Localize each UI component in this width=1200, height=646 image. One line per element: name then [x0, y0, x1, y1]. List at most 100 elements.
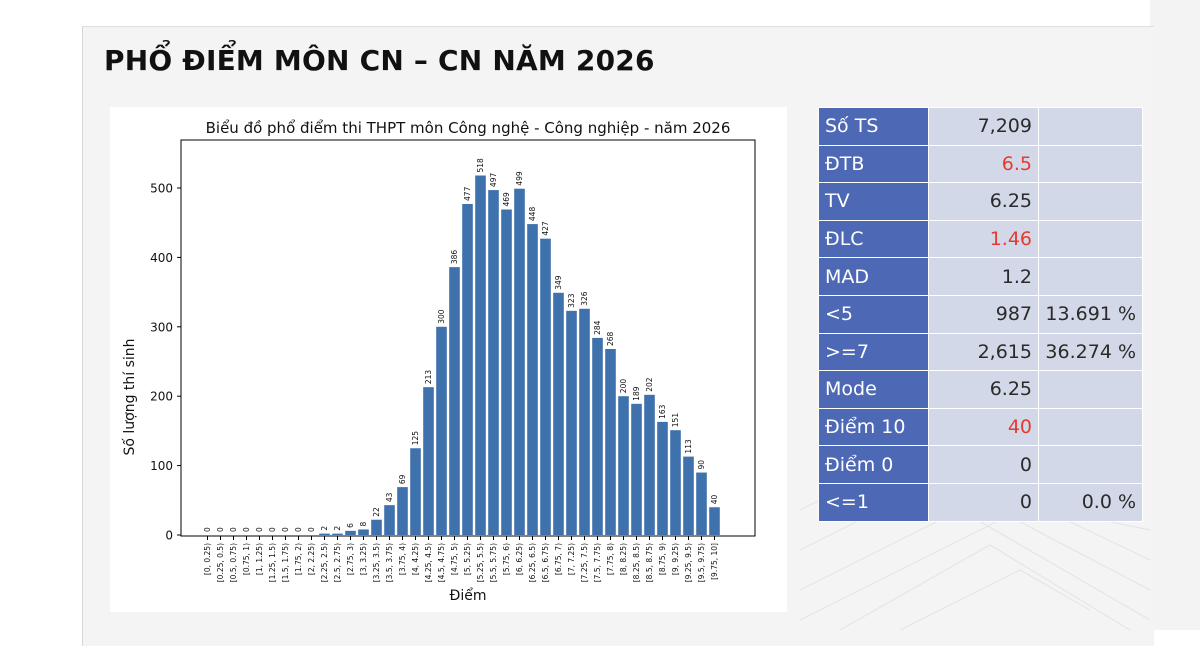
bar [566, 310, 577, 535]
x-tick-label: [7.25, 7.5) [580, 543, 589, 582]
bar-value-label: 427 [541, 221, 550, 236]
x-tick-label: [8.25, 8.5) [632, 543, 641, 582]
stat-key: Số TS [818, 107, 929, 146]
chart-title: Biểu đồ phổ điểm thi THPT môn Công nghệ … [206, 119, 731, 137]
page-title: PHỔ ĐIỂM MÔN CN – CN NĂM 2026 [104, 44, 655, 77]
bar-value-label: 2 [320, 526, 329, 531]
x-tick-label: [4.5, 4.75) [437, 543, 446, 582]
stat-percent [1038, 219, 1143, 259]
stat-key: <=1 [818, 482, 929, 522]
x-tick-label: [1, 1.25) [255, 543, 264, 575]
bar [657, 421, 668, 535]
x-tick-label: [8.75, 9) [658, 543, 667, 575]
x-tick-label: [2.25, 2.5) [320, 543, 329, 582]
stat-value: 0 [928, 445, 1039, 484]
stat-value: 0 [928, 482, 1039, 522]
x-tick-label: [1.25, 1.5) [268, 543, 277, 582]
bar [670, 430, 681, 535]
x-tick-label: [7.5, 7.75) [593, 543, 602, 582]
stat-value: 6.5 [928, 144, 1039, 184]
x-tick-label: [6.75, 7) [554, 543, 563, 575]
x-tick-label: [3.5, 3.75) [385, 543, 394, 582]
x-tick-label: [5, 5.25) [463, 543, 472, 575]
bar-value-label: 469 [502, 192, 511, 207]
bar [358, 529, 369, 535]
x-tick-label: [9, 9.25) [671, 543, 680, 575]
x-tick-label: [9.25, 9.5) [684, 543, 693, 582]
bar-value-label: 300 [437, 309, 446, 324]
bar [527, 224, 538, 535]
x-tick-label: [1.5, 1.75) [281, 543, 290, 582]
stat-value: 6.25 [928, 370, 1039, 409]
y-tick-label: 300 [150, 320, 173, 334]
stat-row: MAD 1.2 [818, 257, 1143, 296]
bar-value-label: 326 [580, 291, 589, 306]
bar-value-label: 323 [567, 293, 576, 308]
x-tick-label: [5.5, 5.75) [489, 543, 498, 582]
bar-value-label: 202 [645, 377, 654, 392]
bar-value-label: 189 [632, 386, 641, 401]
stat-percent [1038, 370, 1143, 409]
bar-value-label: 349 [554, 275, 563, 290]
bar [540, 238, 551, 535]
bar-value-label: 151 [671, 413, 680, 428]
x-tick-label: [0.75, 1) [242, 543, 251, 575]
bar-value-label: 477 [463, 186, 472, 201]
bar-value-label: 6 [346, 523, 355, 528]
bar-value-label: 0 [281, 527, 290, 532]
bar [579, 308, 590, 535]
bar [449, 267, 460, 535]
x-ticks-group: [0, 0.25) [0.25, 0.5) [0.5, 0.75) [0.75, 1)… [203, 536, 719, 582]
stat-value: 2,615 [928, 332, 1039, 372]
stat-key: MAD [818, 257, 929, 296]
bar-value-label: 0 [216, 527, 225, 532]
y-tick-label: 100 [150, 459, 173, 473]
stat-key: ĐTB [818, 144, 929, 184]
bar [475, 175, 486, 535]
x-axis-label: Điểm [450, 587, 487, 604]
bar [462, 203, 473, 535]
stat-row: TV 6.25 [818, 182, 1143, 221]
bar-value-label: 0 [255, 527, 264, 532]
stat-percent [1038, 182, 1143, 221]
stat-key: Điểm 10 [818, 407, 929, 447]
bar-value-label: 386 [450, 250, 459, 265]
x-tick-label: [6.5, 6.75) [541, 543, 550, 582]
x-tick-label: [9.75, 10] [710, 543, 719, 580]
x-tick-label: [0.25, 0.5) [216, 543, 225, 582]
stat-percent [1038, 445, 1143, 484]
bar-value-label: 499 [515, 171, 524, 186]
x-tick-label: [7, 7.25) [567, 543, 576, 575]
bar [319, 533, 330, 535]
bar-value-label: 125 [411, 431, 420, 446]
bar [410, 448, 421, 535]
bar [345, 530, 356, 535]
bar-value-label: 8 [359, 521, 368, 526]
statistics-table: Số TS 7,209 ĐTB 6.5 TV 6.25 ĐLC 1.46 MAD 1.2 <5 987… [818, 107, 1143, 522]
x-tick-label: [1.75, 2) [294, 543, 303, 575]
x-tick-label: [3.25, 3.5) [372, 543, 381, 582]
stat-percent: 36.274 % [1038, 332, 1143, 372]
value-labels-group: 0 0 0 0 0 0 0 0 0 2 26 8224369125213300386477518497… [203, 158, 719, 532]
x-tick-label: [2.5, 2.75) [333, 543, 342, 582]
bar [423, 387, 434, 535]
x-tick-label: [4.25, 4.5) [424, 543, 433, 582]
bar-value-label: 213 [424, 370, 433, 385]
stat-percent [1038, 107, 1143, 146]
stat-row: <=1 0 0.0 % [818, 482, 1143, 522]
stat-row: <5 987 13.691 % [818, 294, 1143, 334]
bar-value-label: 163 [658, 404, 667, 419]
stat-row: Mode 6.25 [818, 370, 1143, 409]
y-tick-label: 0 [165, 529, 173, 543]
stat-value: 1.46 [928, 219, 1039, 259]
bar-value-label: 268 [606, 331, 615, 346]
y-ticks-group: 0 100 200 300 400 500 [150, 182, 181, 543]
x-tick-label: [3, 3.25) [359, 543, 368, 575]
bar [514, 188, 525, 535]
x-tick-label: [8, 8.25) [619, 543, 628, 575]
stat-value: 7,209 [928, 107, 1039, 146]
stat-key: <5 [818, 294, 929, 334]
bar [631, 403, 642, 535]
stat-percent: 0.0 % [1038, 482, 1143, 522]
